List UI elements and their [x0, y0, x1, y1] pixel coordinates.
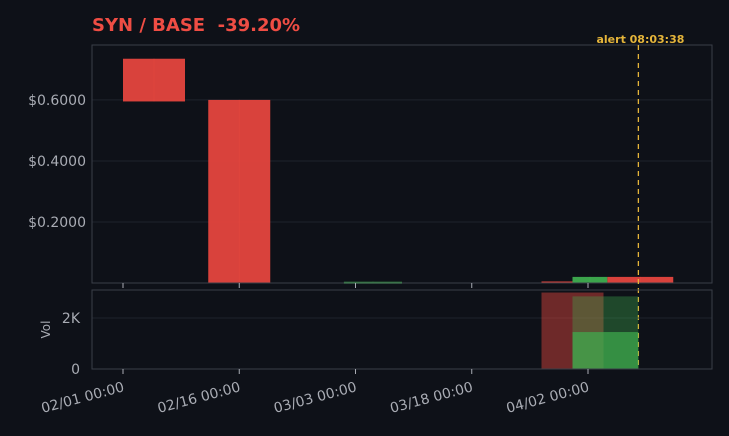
x-tick-label: 03/03 00:00 [272, 379, 358, 416]
volume-frame [91, 289, 713, 370]
pair-label: SYN / BASE [92, 15, 206, 36]
x-tick-label: 02/16 00:00 [156, 379, 242, 416]
volume-bar [572, 332, 639, 369]
chart-title: SYN / BASE -39.20% [92, 15, 300, 36]
price-tick-label: $0.6000 [28, 93, 86, 109]
price-frame [91, 44, 713, 284]
volume-axis-label: Vol [39, 321, 53, 339]
x-tick-label: 02/01 00:00 [40, 379, 126, 416]
volume-panel: 0 2K Vol [39, 289, 713, 378]
alert-label: alert 08:03:38 [596, 33, 684, 46]
x-tick-label: 04/02 00:00 [505, 379, 591, 416]
volume-tick-label: 2K [62, 311, 81, 327]
price-panel: $0.2000 $0.4000 $0.6000 alert 08:03:38 [28, 33, 713, 369]
change-label: -39.20% [217, 15, 301, 36]
price-tick-label: $0.2000 [28, 215, 86, 231]
volume-tick-label: 0 [71, 362, 80, 378]
x-axis: 02/01 00:00 02/16 00:00 03/03 00:00 03/18 0… [40, 283, 591, 417]
price-tick-label: $0.4000 [28, 154, 86, 170]
x-tick-label: 03/18 00:00 [388, 379, 474, 416]
